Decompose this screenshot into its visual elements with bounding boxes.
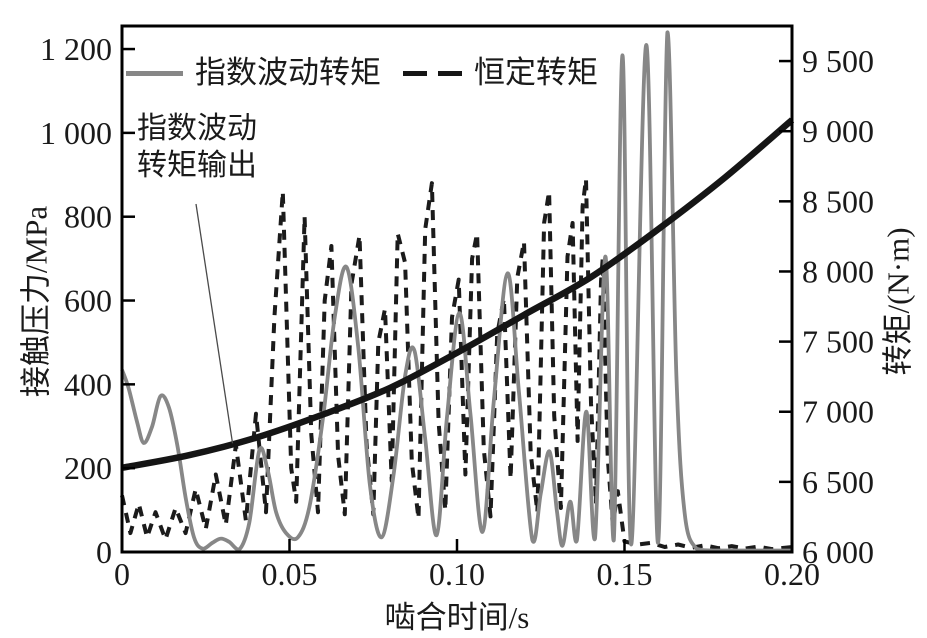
series-fluctuating-torque-pressure-line [120,30,792,553]
annotation-line-2: 转矩输出 [137,149,257,182]
series-constant-torque-pressure-line [120,177,793,552]
y-left-tick-label: 200 [64,450,112,486]
legend-item-fluctuating-torque: 指数波动转矩 [126,56,381,90]
y-right-tick-label: 9 000 [802,113,874,149]
legend-label-constant-torque: 恒定转矩 [474,55,598,90]
y-left-tick-label: 800 [64,199,112,235]
x-tick-label: 0.15 [597,556,653,592]
x-axis-title: 啮合时间/s [384,600,530,635]
legend-item-constant-torque: 恒定转矩 [381,56,598,90]
series-torque-output-curve [121,117,795,471]
y-left-tick-label: 1 000 [40,115,112,151]
legend-solid-line-swatch [126,70,183,76]
y-right-tick-label: 7 500 [802,324,874,360]
y-right-tick-label: 7 000 [802,394,874,430]
y-right-tick-label: 9 500 [802,43,874,79]
legend: 指数波动转矩 恒定转矩 [126,56,598,90]
y-left-tick-label: 0 [96,534,112,570]
y-right-tick-label: 6 000 [802,534,874,570]
annotation-leader-line [195,203,234,444]
y-right-tick-label: 8 500 [802,183,874,219]
y-left-tick-label: 600 [64,283,112,319]
y-left-tick-label: 1 200 [40,31,112,67]
x-tick-label: 0 [114,556,130,592]
annotation-line-1: 指数波动 [137,112,257,145]
legend-label-fluctuating-torque: 指数波动转矩 [195,55,381,90]
annotation-text: 指数波动 转矩输出 [137,110,257,184]
x-tick-label: 0.05 [262,556,318,592]
y-left-axis-title: 接触压力/MPa [18,205,54,398]
legend-dashed-line-swatch [403,70,462,76]
y-right-tick-label: 8 000 [802,253,874,289]
x-tick-label: 0.10 [429,556,485,592]
y-left-tick-label: 400 [64,366,112,402]
x-tick-label: 0.20 [764,556,820,592]
y-right-axis-title: 转矩/(N·m) [880,227,916,376]
y-right-tick-label: 6 500 [802,464,874,500]
